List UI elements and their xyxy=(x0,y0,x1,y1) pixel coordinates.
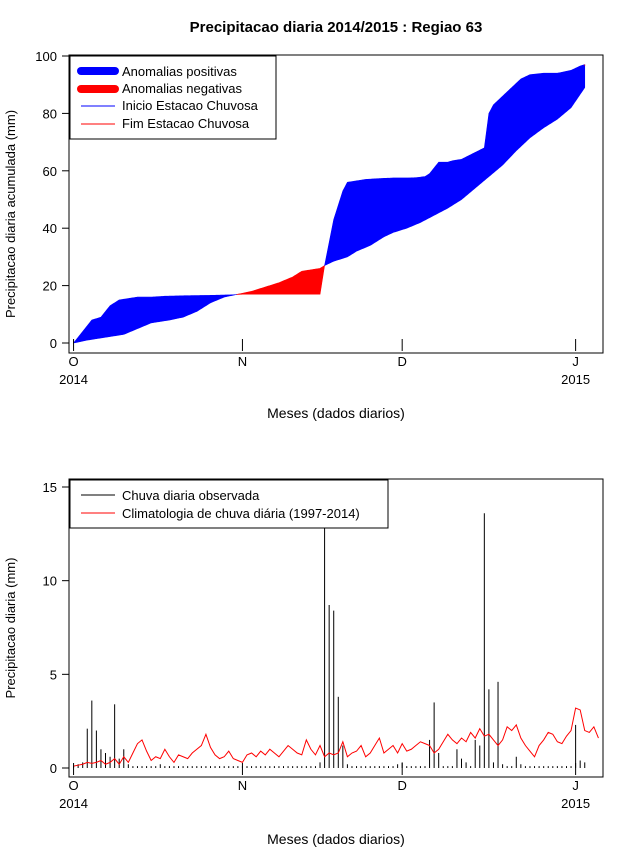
daily-chart: 0 5 10 15 O N D J 2014 2015 Precipitacao diaria … xyxy=(3,478,604,847)
y-tick-label: 0 xyxy=(50,336,57,351)
legend-label-positive: Anomalias positivas xyxy=(122,64,237,79)
accumulated-chart: 0 20 40 60 80 100 O N D J 2014 2015 Precipitacao d… xyxy=(3,49,604,421)
x-axis: O N D J 2014 2015 xyxy=(59,763,590,811)
y-axis: 0 20 40 60 80 100 xyxy=(35,49,69,351)
y-tick-label: 5 xyxy=(50,667,57,682)
x-tick-label: N xyxy=(238,778,247,793)
x-year-label: 2015 xyxy=(561,372,590,387)
legend: Anomalias positivas Anomalias negativas … xyxy=(69,55,277,140)
y-tick-label: 60 xyxy=(43,164,57,179)
y-axis-label: Precipitacao diaria acumulada (mm) xyxy=(3,110,18,318)
x-tick-label: O xyxy=(69,354,79,369)
figure-title: Precipitacao diaria 2014/2015 : Regiao 6… xyxy=(190,19,483,36)
y-tick-label: 20 xyxy=(43,279,57,294)
plot-frame xyxy=(68,478,604,778)
legend-label-season-start: Inicio Estacao Chuvosa xyxy=(122,98,259,113)
x-axis: O N D J 2014 2015 xyxy=(59,339,590,387)
x-tick-label: D xyxy=(397,778,406,793)
y-axis: 0 5 10 15 xyxy=(43,480,69,776)
x-year-label: 2014 xyxy=(59,796,88,811)
y-tick-label: 0 xyxy=(50,761,57,776)
observed-bars xyxy=(73,513,586,768)
legend-box xyxy=(69,479,389,529)
x-year-label: 2015 xyxy=(561,796,590,811)
plot-frame xyxy=(68,54,604,354)
legend-label-negative: Anomalias negativas xyxy=(122,81,242,96)
y-tick-label: 80 xyxy=(43,106,57,121)
legend-label-observed: Chuva diaria observada xyxy=(122,488,260,503)
climatology-line xyxy=(73,707,599,767)
x-year-label: 2014 xyxy=(59,372,88,387)
y-tick-label: 100 xyxy=(35,49,57,64)
anomaly-areas xyxy=(72,64,586,344)
y-axis-label: Precipitacao diaria (mm) xyxy=(3,558,18,699)
x-tick-label: J xyxy=(572,778,579,793)
y-tick-label: 15 xyxy=(43,480,57,495)
legend-label-climatology: Climatologia de chuva diária (1997-2014) xyxy=(122,506,360,521)
y-tick-label: 40 xyxy=(43,221,57,236)
positive-anomaly-area xyxy=(324,64,586,267)
x-tick-label: J xyxy=(572,354,579,369)
negative-anomaly-area xyxy=(236,264,325,295)
legend-label-season-end: Fim Estacao Chuvosa xyxy=(122,116,250,131)
x-axis-label: Meses (dados diarios) xyxy=(267,831,405,847)
positive-anomaly-area xyxy=(72,294,238,344)
y-tick-label: 10 xyxy=(43,574,57,589)
x-tick-label: N xyxy=(238,354,247,369)
x-tick-label: D xyxy=(397,354,406,369)
x-axis-label: Meses (dados diarios) xyxy=(267,405,405,421)
x-tick-label: O xyxy=(69,778,79,793)
legend: Chuva diaria observada Climatologia de c… xyxy=(69,479,389,529)
